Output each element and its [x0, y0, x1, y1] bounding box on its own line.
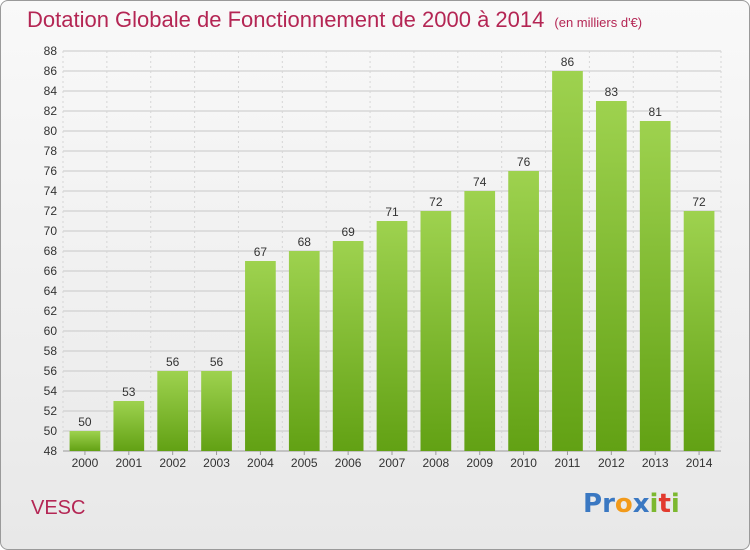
- bar[interactable]: [420, 211, 452, 451]
- data-label: 56: [166, 355, 180, 369]
- x-tick-label: 2000: [72, 456, 99, 470]
- y-tick-label: 86: [44, 64, 58, 78]
- logo-letter: r: [602, 489, 615, 519]
- y-tick-label: 74: [44, 184, 58, 198]
- data-label: 69: [341, 225, 355, 239]
- bar[interactable]: [69, 431, 101, 451]
- data-label: 86: [561, 55, 575, 69]
- y-tick-label: 76: [44, 164, 58, 178]
- data-label: 76: [517, 155, 531, 169]
- y-tick-label: 52: [44, 404, 58, 418]
- x-tick-label: 2012: [598, 456, 625, 470]
- bar[interactable]: [245, 261, 276, 451]
- data-label: 50: [78, 415, 92, 429]
- data-label: 56: [210, 355, 224, 369]
- y-axis-ticks: 48 50 52 54 56 58 60 62 64 66 68 70 72 74 76 78 80 82 84 86…: [44, 44, 58, 458]
- logo-letter: o: [614, 489, 633, 519]
- data-label: 72: [692, 195, 706, 209]
- x-tick-label: 2004: [247, 456, 274, 470]
- bar[interactable]: [552, 71, 583, 451]
- logo-letter: i: [670, 489, 680, 519]
- x-tick-label: 2003: [203, 456, 230, 470]
- bar[interactable]: [332, 241, 364, 451]
- y-tick-label: 62: [44, 304, 58, 318]
- y-tick-label: 56: [44, 364, 58, 378]
- y-tick-label: 82: [44, 104, 58, 118]
- bar[interactable]: [639, 121, 671, 451]
- logo-letter: t: [658, 489, 671, 519]
- y-tick-label: 58: [44, 344, 58, 358]
- x-tick-label: 2010: [510, 456, 537, 470]
- commune-name: VESC: [31, 497, 86, 519]
- bar[interactable]: [376, 221, 408, 451]
- bars: 50 53 56 56 67 68 69 71 72 74 76 86 83 81 72: [69, 55, 715, 451]
- data-label: 74: [473, 175, 487, 189]
- y-tick-label: 48: [44, 444, 58, 458]
- x-axis-ticks: 2000 2001 2002 2003 2004 2005 2006 2007 2008 2009…: [72, 451, 713, 470]
- bar[interactable]: [508, 171, 539, 451]
- x-tick-label: 2008: [423, 456, 450, 470]
- x-tick-label: 2011: [555, 456, 581, 470]
- y-tick-label: 60: [44, 324, 58, 338]
- chart-title-main: Dotation Globale de Fonctionnement de 20…: [27, 7, 545, 32]
- y-tick-label: 72: [44, 204, 58, 218]
- y-tick-label: 70: [44, 224, 58, 238]
- y-tick-label: 68: [44, 244, 58, 258]
- y-tick-label: 78: [44, 144, 58, 158]
- y-tick-label: 64: [44, 284, 58, 298]
- logo-letter: x: [632, 489, 650, 519]
- data-label: 72: [429, 195, 443, 209]
- bar[interactable]: [157, 371, 189, 451]
- bar[interactable]: [595, 101, 627, 451]
- bar[interactable]: [113, 401, 145, 451]
- data-label: 83: [605, 85, 619, 99]
- bar[interactable]: [288, 251, 320, 451]
- y-tick-label: 50: [44, 424, 58, 438]
- chart-title: Dotation Globale de Fonctionnement de 20…: [27, 7, 642, 33]
- x-tick-label: 2014: [686, 456, 713, 470]
- data-label: 81: [649, 105, 663, 119]
- y-tick-label: 54: [44, 384, 58, 398]
- data-label: 53: [122, 385, 136, 399]
- bar[interactable]: [464, 191, 496, 451]
- bar[interactable]: [201, 371, 232, 451]
- x-tick-label: 2002: [159, 456, 186, 470]
- x-tick-label: 2005: [291, 456, 318, 470]
- x-tick-label: 2009: [466, 456, 493, 470]
- x-tick-label: 2006: [335, 456, 362, 470]
- y-tick-label: 88: [44, 44, 58, 58]
- x-tick-label: 2013: [642, 456, 669, 470]
- bar[interactable]: [683, 211, 715, 451]
- data-label: 68: [298, 235, 312, 249]
- logo-letter: P: [583, 489, 603, 519]
- y-tick-label: 80: [44, 124, 58, 138]
- x-tick-label: 2007: [379, 456, 406, 470]
- data-label: 67: [254, 245, 268, 259]
- data-label: 71: [385, 205, 399, 219]
- x-tick-label: 2001: [115, 456, 142, 470]
- proxiti-logo[interactable]: Proxiti: [583, 489, 680, 519]
- y-tick-label: 66: [44, 264, 58, 278]
- y-tick-label: 84: [44, 84, 58, 98]
- chart-subtitle: (en milliers d'€): [554, 15, 643, 30]
- logo-letter: i: [649, 489, 659, 519]
